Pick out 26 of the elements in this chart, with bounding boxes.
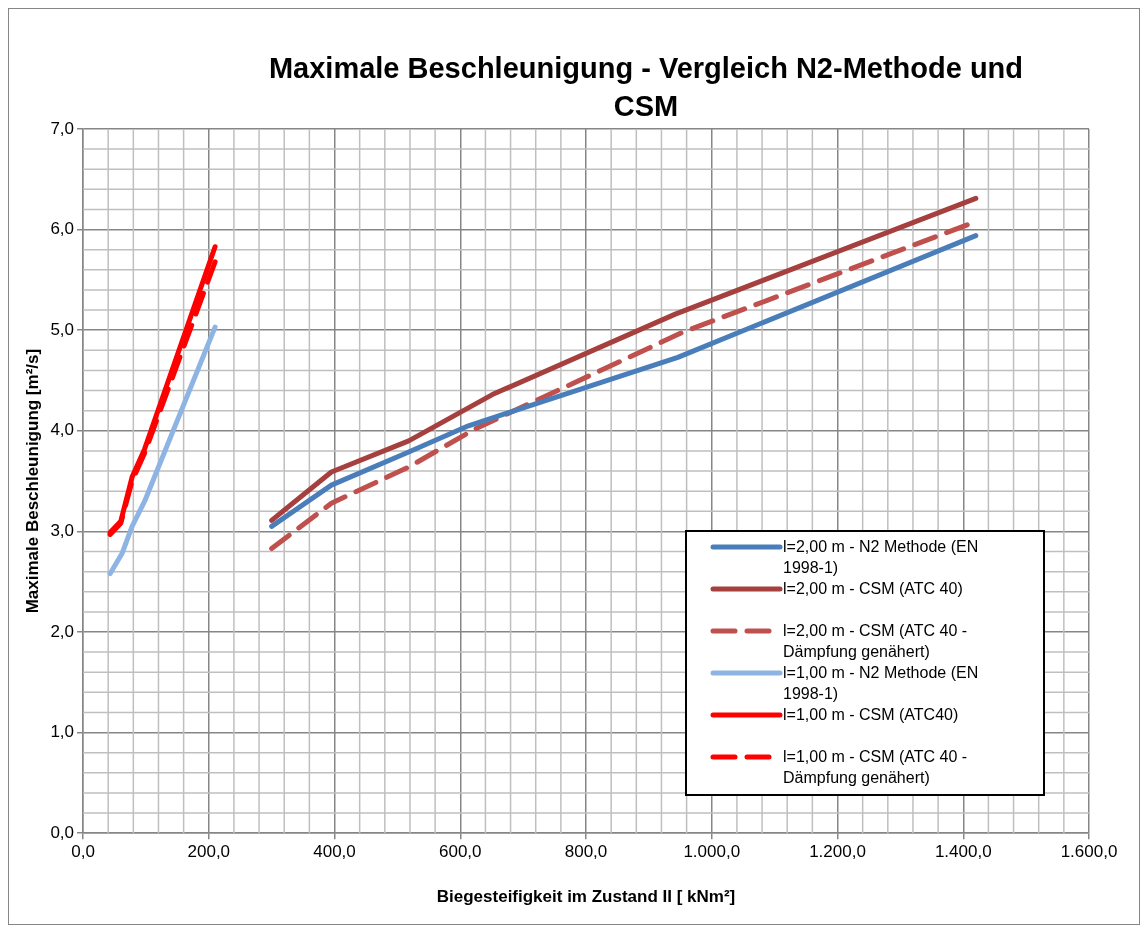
legend-label: l=1,00 m - CSM (ATC 40 - Dämpfung genähert): [783, 747, 969, 788]
x-tick-label: 400,0: [313, 842, 356, 862]
y-tick-label: 5,0: [50, 319, 75, 339]
y-tick-label: 0,0: [50, 822, 75, 842]
x-axis-title: Biegesteifigkeit im Zustand II [ kNm²]: [436, 887, 736, 907]
x-tick-label: 1.000,0: [683, 842, 741, 862]
y-tick-label: 4,0: [50, 420, 75, 440]
x-tick-label: 600,0: [439, 842, 482, 862]
y-tick-label: 7,0: [50, 118, 75, 138]
y-tick-label: 6,0: [50, 219, 75, 239]
legend-label: l=1,00 m - CSM (ATC40): [783, 705, 960, 725]
legend-label: l=2,00 m - CSM (ATC 40): [783, 579, 964, 599]
x-tick-label: 1.200,0: [809, 842, 866, 862]
x-tick-label: 1.400,0: [934, 842, 992, 862]
legend-label: l=2,00 m - N2 Methode (EN 1998-1): [783, 537, 980, 578]
legend-label: l=1,00 m - N2 Methode (EN 1998-1): [783, 663, 980, 704]
y-tick-label: 2,0: [50, 621, 75, 641]
chart-title: Maximale Beschleunigung - Vergleich N2-Methode und CSM: [267, 51, 1025, 124]
x-tick-label: 200,0: [187, 842, 231, 862]
y-tick-label: 1,0: [50, 722, 75, 742]
x-tick-label: 1.600,0: [1060, 842, 1118, 862]
y-tick-label: 3,0: [50, 521, 75, 541]
y-axis-title: Maximale Beschleunigung [m²/s]: [22, 348, 42, 614]
x-tick-label: 0,0: [71, 842, 95, 862]
x-tick-label: 800,0: [564, 842, 608, 862]
legend-label: l=2,00 m - CSM (ATC 40 - Dämpfung genähert): [783, 621, 969, 662]
